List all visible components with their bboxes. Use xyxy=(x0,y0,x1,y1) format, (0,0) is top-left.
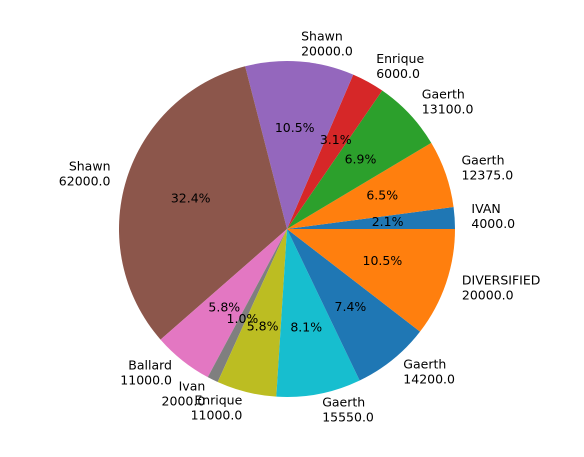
slice-percent-label-line: 10.5% xyxy=(275,120,315,135)
slice-category-label: Gaerth 12375.0 xyxy=(462,152,514,182)
slice-percent-label-line: 32.4% xyxy=(171,191,211,206)
pie-slices xyxy=(118,61,455,398)
slice-category-label-line: 4000.0 xyxy=(471,216,515,231)
pie-slice xyxy=(287,206,455,229)
slice-percent-label: 3.1% xyxy=(320,132,352,147)
slice-category-label-line: Shawn xyxy=(301,29,343,44)
slice-category-label: Enrique 6000.0 xyxy=(376,51,424,81)
slice-category-label: Shawn 20000.0 xyxy=(301,29,353,59)
pie-slice xyxy=(287,229,421,381)
slice-category-label-line: 20000.0 xyxy=(462,288,514,303)
slice-category-label-line: 11000.0 xyxy=(191,407,243,422)
slice-category-label-line: 11000.0 xyxy=(120,373,172,388)
slice-percent-label: 10.5% xyxy=(363,253,403,268)
slice-category-label: Gaerth 15550.0 xyxy=(322,394,374,424)
slice-category-label-line: 2000.0 xyxy=(162,394,206,409)
slice-category-label: IVAN 4000.0 xyxy=(471,201,515,231)
slice-category-label: Gaerth 14200.0 xyxy=(403,357,455,387)
slice-category-label-line: 6000.0 xyxy=(376,66,420,81)
slice-category-label-line: Gaerth xyxy=(403,357,446,372)
slice-percent-label-line: 1.0% xyxy=(227,311,259,326)
slice-percent-label: 1.0% xyxy=(227,311,259,326)
slice-category-label-line: 12375.0 xyxy=(462,167,514,182)
slice-category-label: DIVERSIFIED 20000.0 xyxy=(462,273,540,303)
pie-slice xyxy=(287,90,432,229)
slice-category-label-line: Gaerth xyxy=(322,394,365,409)
slice-category-label: Shawn 62000.0 xyxy=(59,158,111,188)
slice-percent-label-line: 7.4% xyxy=(335,299,367,314)
pie-slice xyxy=(287,74,383,229)
pie-slice xyxy=(160,229,287,378)
slice-category-label: Ballard 11000.0 xyxy=(120,358,172,388)
slice-percent-label-line: 5.8% xyxy=(208,299,240,314)
slice-category-label: Enrique 11000.0 xyxy=(191,392,243,422)
slice-percent-label-line: 5.8% xyxy=(247,318,279,333)
pie-slice xyxy=(118,66,288,340)
slice-category-label-line: Ivan xyxy=(179,379,206,394)
slice-percent-label: 7.4% xyxy=(335,299,367,314)
pie-slice xyxy=(287,229,455,332)
slice-percent-label: 32.4% xyxy=(171,191,211,206)
slice-category-label-line: IVAN xyxy=(471,201,500,216)
slice-category-label-line: DIVERSIFIED xyxy=(462,273,540,288)
slice-category-label-line: 13100.0 xyxy=(422,102,474,117)
slice-percent-label-line: 2.1% xyxy=(372,214,404,229)
slice-percent-label-line: 8.1% xyxy=(290,320,322,335)
pie-slice xyxy=(245,61,354,229)
slice-category-label-line: Enrique xyxy=(194,392,242,407)
slice-category-label: Gaerth 13100.0 xyxy=(422,87,474,117)
slice-percent-label-line: 6.9% xyxy=(345,152,377,167)
slice-percent-label: 8.1% xyxy=(290,320,322,335)
slice-category-label-line: 14200.0 xyxy=(403,372,455,387)
percent-labels: 2.1% 6.5% 6.9% 3.1% 10.5% 32.4% 5.8%1.0%5.8% 8.… xyxy=(171,120,404,335)
pie-slice xyxy=(287,142,454,229)
slice-percent-label: 5.8% xyxy=(247,318,279,333)
pie-slice xyxy=(207,229,287,383)
slice-category-label-line: Gaerth xyxy=(462,152,505,167)
slice-category-label-line: 20000.0 xyxy=(301,44,353,59)
slice-percent-label: 6.5% xyxy=(366,187,398,202)
slice-category-label-line: Gaerth xyxy=(422,87,465,102)
slice-percent-label: 2.1% xyxy=(372,214,404,229)
slice-percent-label: 10.5% xyxy=(275,120,315,135)
slice-percent-label: 6.9% xyxy=(345,152,377,167)
slice-category-label-line: Enrique xyxy=(376,51,424,66)
slice-percent-label-line: 10.5% xyxy=(363,253,403,268)
slice-percent-label-line: 6.5% xyxy=(366,187,398,202)
slice-category-label-line: 15550.0 xyxy=(322,409,374,424)
pie-slice xyxy=(276,229,360,398)
pie-slice xyxy=(217,229,287,397)
slice-category-label: Ivan 2000.0 xyxy=(162,379,206,409)
slice-category-label-line: 62000.0 xyxy=(59,173,111,188)
slice-category-label-line: Ballard xyxy=(128,358,172,373)
slice-category-label-line: Shawn xyxy=(69,158,111,173)
slice-percent-label-line: 3.1% xyxy=(320,132,352,147)
slice-percent-label: 5.8% xyxy=(208,299,240,314)
